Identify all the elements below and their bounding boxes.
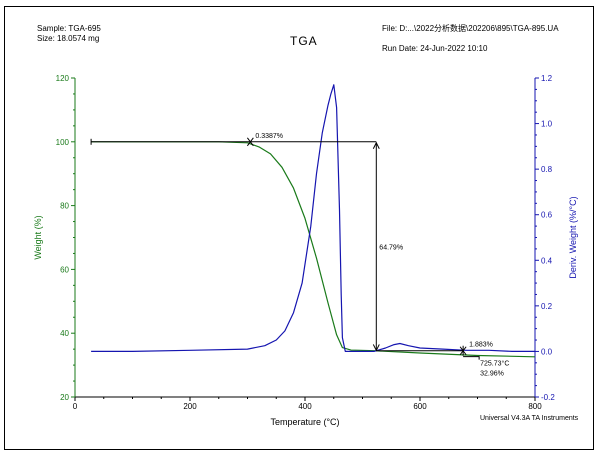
y-tick-label-right: 0.4 bbox=[541, 256, 553, 265]
y-tick-label-right: 0.8 bbox=[541, 165, 553, 174]
y-tick-label-right: 0.0 bbox=[541, 347, 553, 356]
x-tick-label: 800 bbox=[528, 402, 542, 411]
step2-arrow-up bbox=[372, 141, 380, 149]
weight-curve bbox=[91, 141, 536, 358]
plot-frame bbox=[4, 6, 594, 450]
residue-pct-label: 32.96% bbox=[480, 371, 504, 378]
x-tick-label: 200 bbox=[183, 402, 197, 411]
y-tick-label-right: -0.2 bbox=[541, 393, 555, 402]
y-axis-label-right: Deriv. Weight (%/°C) bbox=[568, 196, 578, 278]
deriv-weight-curve bbox=[91, 84, 535, 352]
x-tick-label: 600 bbox=[413, 402, 427, 411]
y-tick-label-left: 80 bbox=[60, 202, 69, 211]
y-tick-label-left: 120 bbox=[56, 74, 70, 83]
size-label: Size: 18.0574 mg bbox=[37, 34, 100, 43]
y-tick-label-left: 60 bbox=[60, 265, 69, 274]
step3-label: 1.883% bbox=[469, 342, 493, 349]
x-tick-label: 400 bbox=[298, 402, 312, 411]
y-tick-label-left: 20 bbox=[60, 393, 69, 402]
residue-leader bbox=[463, 356, 480, 360]
step1-marker bbox=[246, 137, 254, 147]
file-label: File: D:...\2022分析数据\202206\895\TGA-895.… bbox=[382, 24, 559, 33]
run-date-label: Run Date: 24-Jun-2022 10:10 bbox=[382, 44, 488, 53]
y-tick-label-right: 1.0 bbox=[541, 120, 553, 129]
step1-label: 0.3387% bbox=[255, 133, 283, 140]
y-tick-label-left: 100 bbox=[56, 138, 70, 147]
y-tick-label-right: 0.2 bbox=[541, 302, 553, 311]
y-axis-label-left: Weight (%) bbox=[33, 215, 43, 259]
footer-label: Universal V4.3A TA Instruments bbox=[480, 415, 579, 422]
y-tick-label-left: 40 bbox=[60, 329, 69, 338]
y-tick-label-right: 0.6 bbox=[541, 211, 553, 220]
step2-label: 64.79% bbox=[379, 245, 403, 252]
x-axis-label: Temperature (°C) bbox=[270, 417, 339, 427]
chart-title: TGA bbox=[290, 34, 318, 48]
sample-label: Sample: TGA-695 bbox=[37, 24, 101, 33]
residue-temp-label: 725.73°C bbox=[480, 360, 509, 368]
y-tick-label-right: 1.2 bbox=[541, 74, 553, 83]
x-tick-label: 0 bbox=[73, 402, 78, 411]
